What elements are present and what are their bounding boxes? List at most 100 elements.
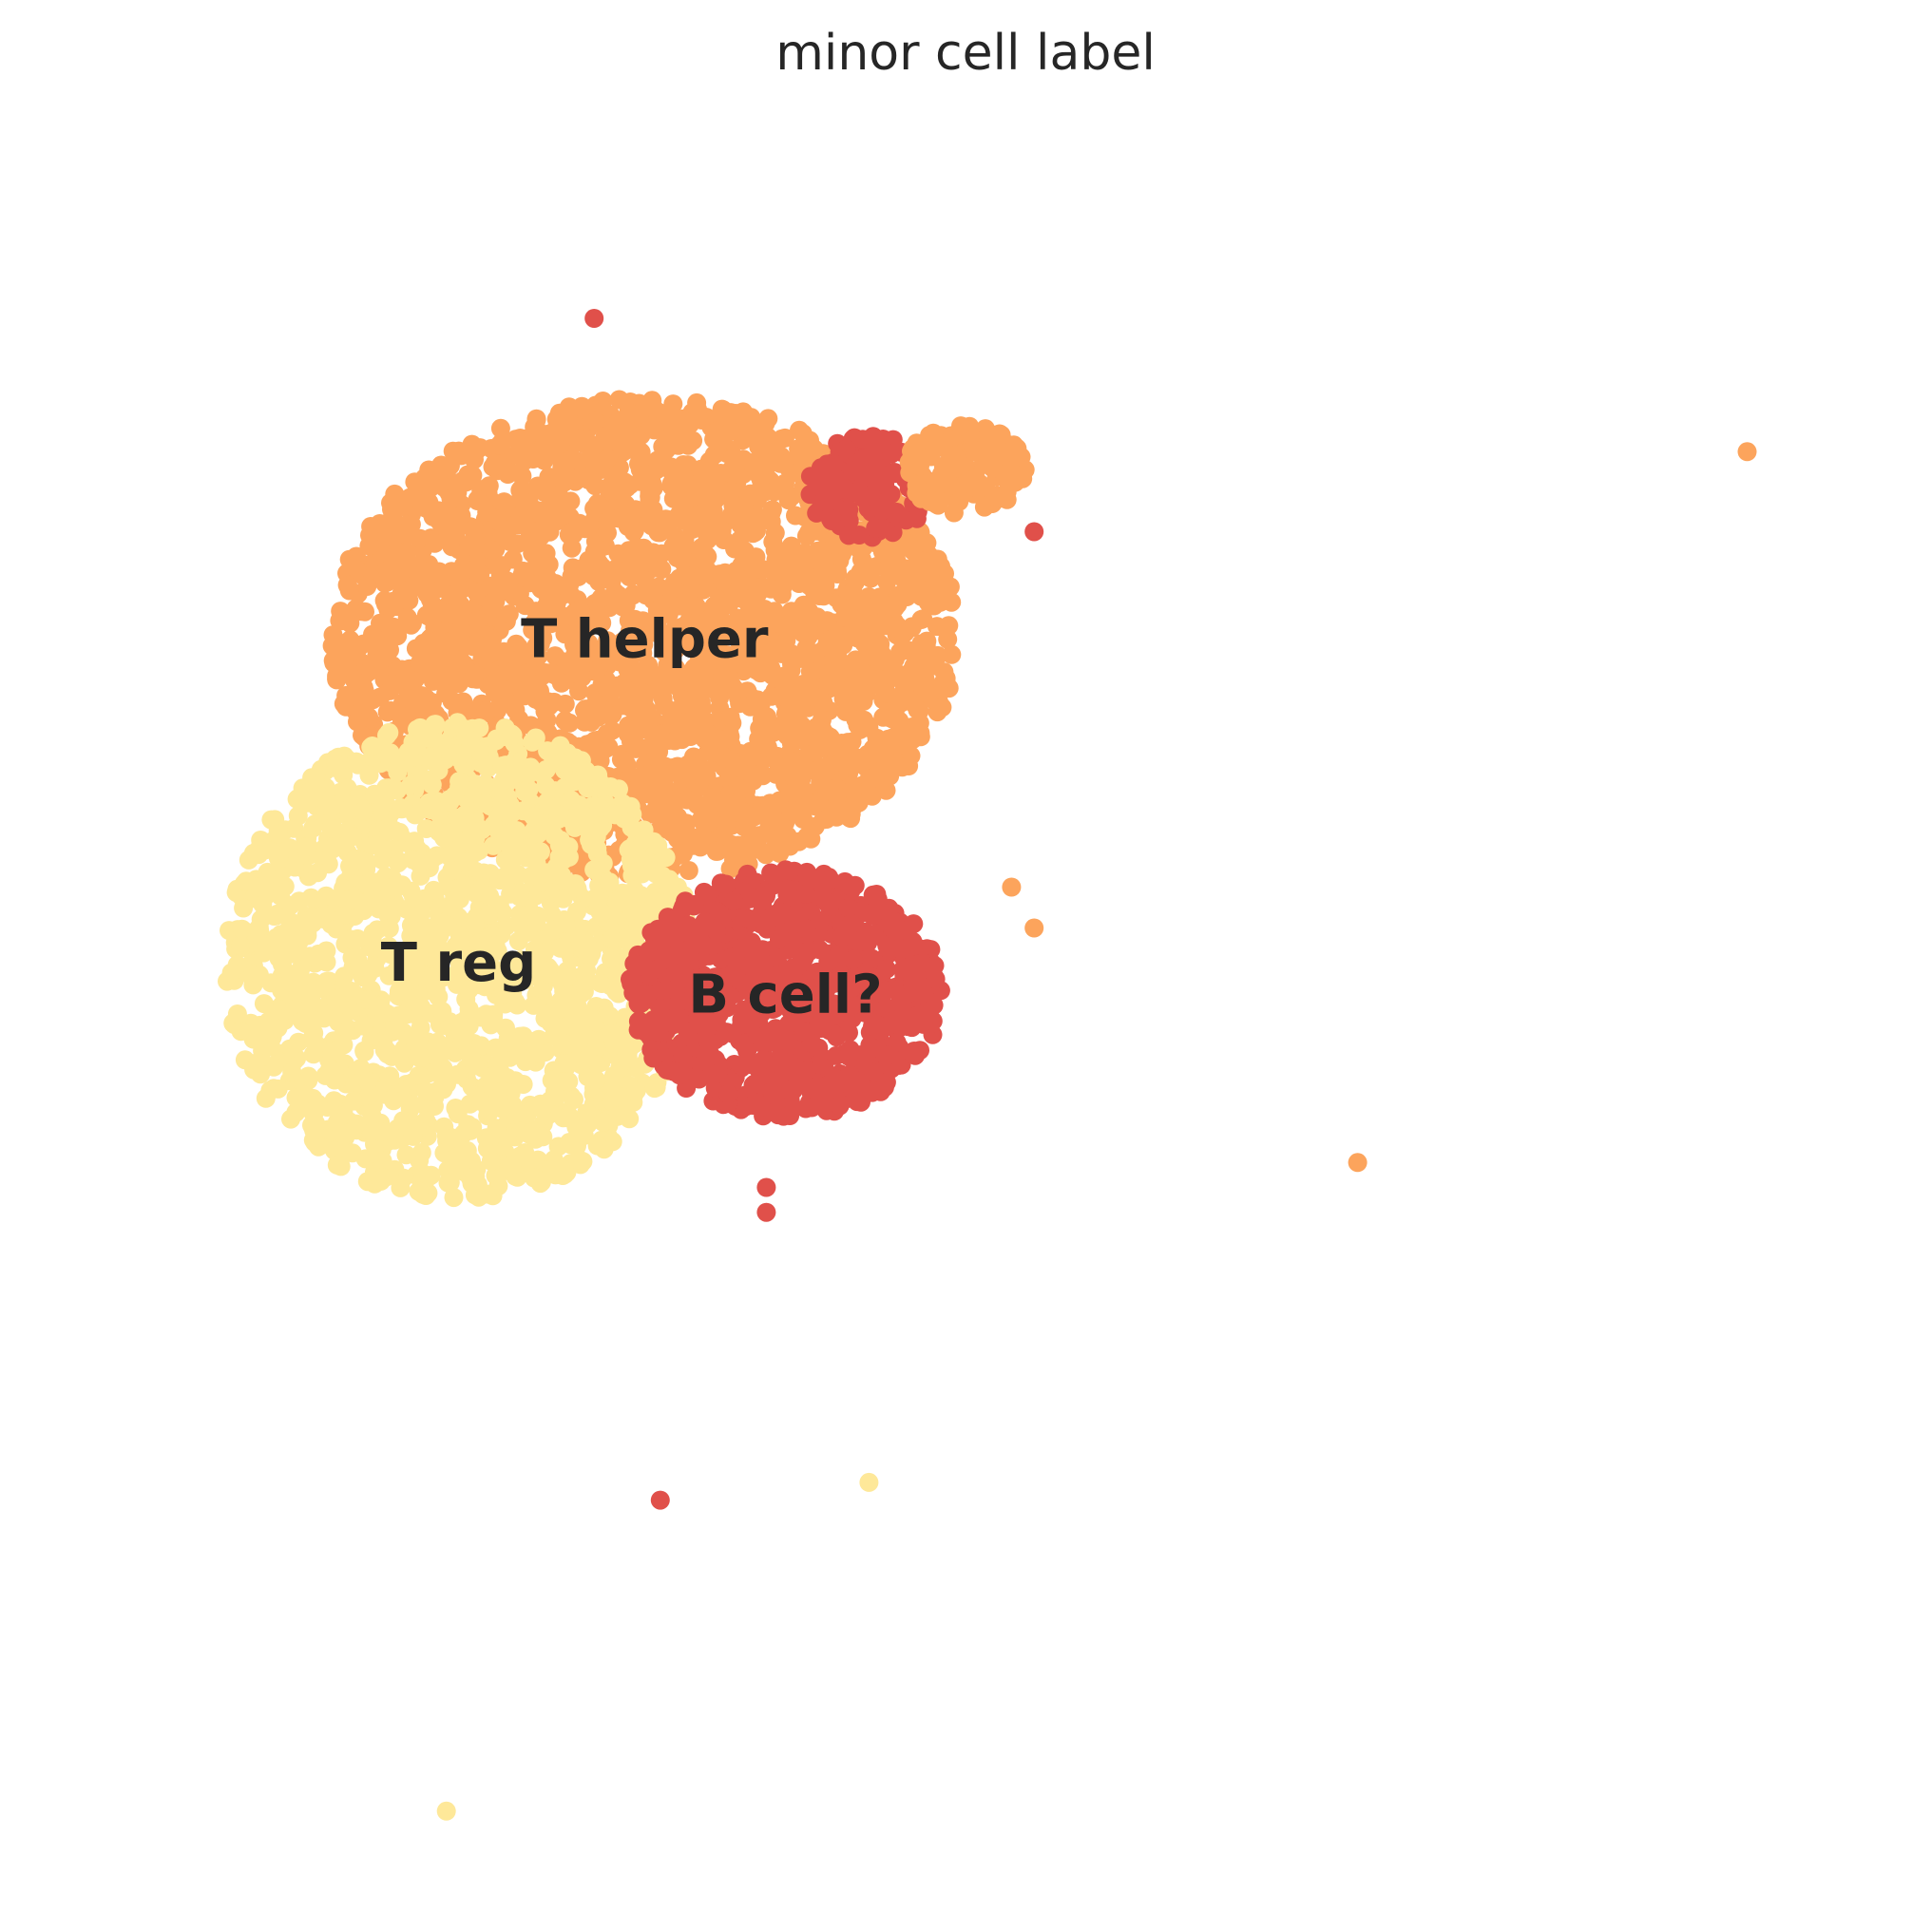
point-t-reg xyxy=(465,1056,485,1076)
point-t-helper xyxy=(585,476,605,496)
point-t-helper xyxy=(611,750,631,770)
point-t-reg xyxy=(592,903,612,923)
point-t-helper xyxy=(516,429,536,449)
point-t-reg xyxy=(559,1072,579,1092)
point-t-reg xyxy=(602,948,621,968)
point-t-reg xyxy=(527,906,547,926)
point-t-reg xyxy=(427,1035,447,1055)
point-t-reg xyxy=(584,860,604,880)
point-t-helper xyxy=(463,637,483,657)
point-t-helper xyxy=(795,597,815,616)
point-t-helper xyxy=(849,590,869,610)
point-t-helper xyxy=(488,668,507,688)
point-t-reg xyxy=(287,789,307,809)
point-t-reg xyxy=(249,845,269,865)
point-t-reg xyxy=(344,1091,364,1111)
point-t-helper xyxy=(762,500,782,520)
point-t-helper xyxy=(668,807,687,827)
point-t-reg xyxy=(345,985,365,1004)
point-t-helper xyxy=(560,450,580,470)
scatter-points xyxy=(218,309,1757,1821)
point-t-reg xyxy=(271,886,291,906)
point-t-helper xyxy=(559,410,578,430)
point-t-helper xyxy=(773,578,793,598)
point-t-reg xyxy=(246,1029,266,1049)
point-t-helper xyxy=(431,512,451,531)
point-t-helper xyxy=(673,464,693,484)
point-t-reg xyxy=(296,837,316,857)
point-t-reg xyxy=(526,728,545,748)
point-t-reg xyxy=(659,876,679,895)
point-t-helper xyxy=(756,824,775,843)
point-t-reg xyxy=(570,1032,589,1051)
point-t-reg xyxy=(520,1124,540,1144)
point-t-helper xyxy=(534,450,554,470)
point-t-helper xyxy=(425,635,445,655)
point-t-reg xyxy=(346,849,366,869)
point-t-reg xyxy=(475,775,495,794)
point-t-reg xyxy=(488,1088,508,1108)
point-t-reg xyxy=(567,878,587,898)
point-t-helper xyxy=(765,436,785,456)
point-t-reg xyxy=(424,880,444,900)
point-t-reg xyxy=(256,1088,276,1108)
point-t-reg xyxy=(303,1044,323,1064)
point-t-reg xyxy=(374,1041,394,1060)
point-t-reg xyxy=(305,771,325,791)
point-t-helper xyxy=(634,538,654,558)
point-t-reg xyxy=(532,1100,552,1119)
point-t-reg xyxy=(298,1066,318,1086)
point-t-helper xyxy=(678,428,698,448)
point-t-reg xyxy=(232,919,252,939)
point-t-helper xyxy=(339,581,359,601)
point-t-helper xyxy=(488,510,507,530)
point-t-helper xyxy=(697,766,717,786)
point-t-reg xyxy=(289,968,308,988)
point-t-reg xyxy=(461,1120,481,1140)
point-t-helper xyxy=(598,449,618,469)
point-t-reg xyxy=(551,753,571,773)
point-t-reg xyxy=(600,1006,620,1026)
point-t-helper xyxy=(756,719,775,739)
point-t-helper xyxy=(673,510,693,530)
point-t-helper xyxy=(874,543,894,563)
point-t-reg xyxy=(380,1066,400,1086)
point-t-reg xyxy=(524,995,544,1015)
point-t-helper xyxy=(363,624,382,644)
point-t-reg xyxy=(368,872,388,892)
point-t-reg xyxy=(622,901,641,920)
point-t-helper xyxy=(849,691,869,711)
point-t-helper xyxy=(720,421,740,441)
point-t-helper xyxy=(846,650,866,670)
point-t-reg xyxy=(487,1119,507,1138)
point-t-reg xyxy=(377,725,396,745)
point-t-reg xyxy=(282,1062,302,1081)
point-t-helper xyxy=(783,802,803,822)
point-t-helper xyxy=(817,611,837,631)
point-t-helper xyxy=(466,442,486,462)
point-b-cell xyxy=(778,880,797,899)
point-t-helper xyxy=(359,691,379,711)
point-t-reg xyxy=(403,1126,423,1146)
point-t-reg xyxy=(304,1010,324,1030)
point-t-helper xyxy=(826,802,845,822)
point-t-reg xyxy=(603,928,622,948)
point-t-helper xyxy=(663,701,683,721)
point-t-helper xyxy=(527,501,547,521)
point-t-helper xyxy=(740,484,760,504)
point-t-helper xyxy=(880,766,900,786)
point-t-reg xyxy=(575,1050,595,1070)
point-t-reg xyxy=(251,1064,271,1084)
point-t-reg xyxy=(537,863,556,883)
point-t-helper xyxy=(942,644,962,664)
point-t-helper xyxy=(721,482,740,501)
point-t-reg xyxy=(264,907,284,926)
point-t-reg xyxy=(497,824,517,843)
point-t-helper xyxy=(436,683,456,703)
point-t-helper xyxy=(619,403,639,422)
point-t-helper xyxy=(928,645,947,665)
point-t-reg xyxy=(362,928,382,947)
point-t-helper xyxy=(854,630,873,650)
point-t-helper xyxy=(569,681,588,701)
point-t-reg xyxy=(404,888,424,908)
